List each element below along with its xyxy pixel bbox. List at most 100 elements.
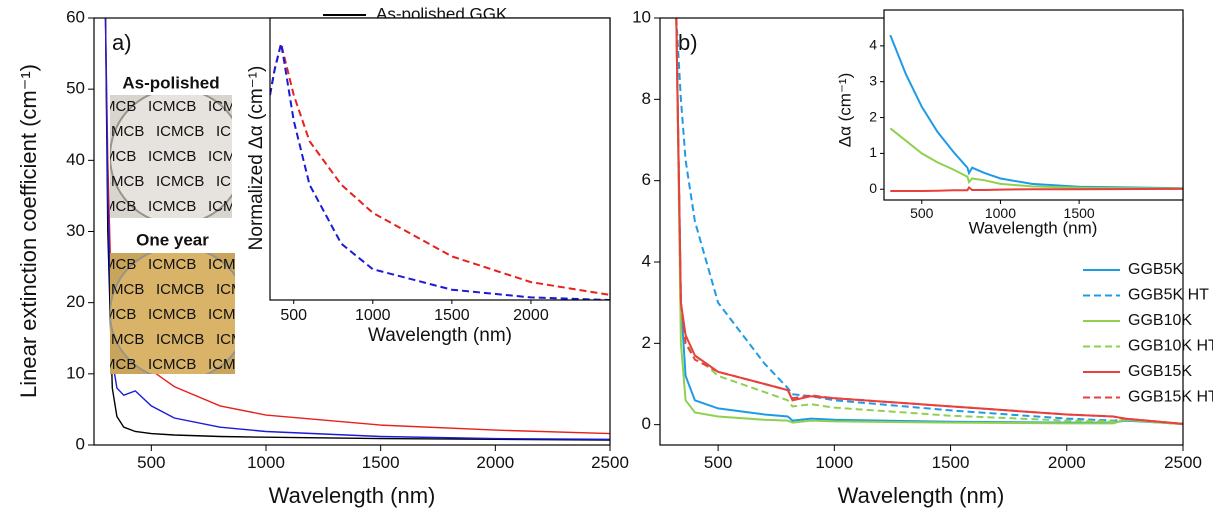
x-tick-label: 1000 <box>247 453 285 472</box>
photo-text: ICMCB <box>148 198 196 215</box>
x-axis-title: Wavelength (nm) <box>269 483 436 508</box>
x-axis-title: Wavelength (nm) <box>838 483 1005 508</box>
x-tick-label: 1500 <box>1064 205 1095 221</box>
photo-text: ICMCB <box>156 173 204 190</box>
legend-label: GGB5K <box>1128 261 1183 278</box>
photo-text: ICMCB <box>88 198 136 215</box>
x-tick-label: 500 <box>280 307 307 324</box>
y-tick-label: 50 <box>66 79 85 98</box>
plot-frame <box>269 17 611 301</box>
photo-caption: As-polished <box>122 73 219 92</box>
y-tick-label: 0 <box>76 434 85 453</box>
y-tick-label: 3 <box>869 72 877 88</box>
panel-label: a) <box>112 30 132 55</box>
photo-text: ICMCB <box>96 331 144 348</box>
y-tick-label: 30 <box>66 221 85 240</box>
x-tick-label: 1000 <box>815 453 853 472</box>
y-tick-label: 4 <box>642 251 651 270</box>
data-line <box>270 43 610 300</box>
photo-text: ICMCB <box>148 148 196 165</box>
photo-text: ICMCB <box>216 173 264 190</box>
photo-text: ICMCB <box>148 98 196 115</box>
y-axis-title: Linear extinction coefficient (cm⁻¹) <box>16 64 41 398</box>
photo-sample <box>110 95 232 218</box>
photo-sample <box>110 253 235 374</box>
series-group <box>675 18 1183 426</box>
data-line <box>675 18 1183 425</box>
y-tick-label: 0 <box>869 180 877 196</box>
photo-text: ICMCB <box>156 281 204 298</box>
y-tick-label: 2 <box>642 333 651 352</box>
plot-frame <box>883 9 1184 201</box>
x-tick-label: 1000 <box>355 307 391 324</box>
series-group <box>270 43 610 300</box>
photo-text: ICMCB <box>208 306 256 323</box>
y-tick-label: 6 <box>642 170 651 189</box>
photo-text: ICMCB <box>88 356 136 373</box>
y-tick-label: 2 <box>869 108 877 124</box>
legend-label: GGB5K HT <box>1128 287 1209 304</box>
photo-caption: One year <box>136 230 209 249</box>
x-tick-label: 1500 <box>434 307 470 324</box>
plot-area <box>270 18 610 300</box>
x-tick-label: 2000 <box>476 453 514 472</box>
legend-label: GGB10K HT <box>1128 338 1213 355</box>
photo-text: ICMCB <box>88 306 136 323</box>
series-group <box>889 34 1183 192</box>
data-line <box>889 34 1183 190</box>
data-line <box>104 18 610 441</box>
photo-text: ICMCB <box>216 281 264 298</box>
x-tick-label: 1000 <box>985 205 1016 221</box>
y-tick-label: 10 <box>632 7 651 26</box>
photo-text: ICMCB <box>88 98 136 115</box>
x-tick-label: 500 <box>910 205 934 221</box>
data-line <box>675 18 1183 425</box>
photo-text: ICMCB <box>208 256 256 273</box>
legend-label: GGB10K <box>1128 312 1192 329</box>
x-tick-label: 2000 <box>513 307 549 324</box>
y-axis-title: Normalized Δα (cm⁻¹) <box>246 66 267 251</box>
photo-text: ICMCB <box>148 256 196 273</box>
photo-text: ICMCB <box>208 198 256 215</box>
y-tick-label: 20 <box>66 292 85 311</box>
photo-text: ICMCB <box>208 148 256 165</box>
panel-label: b) <box>678 30 698 55</box>
y-tick-label: 0 <box>642 414 651 433</box>
y-tick-label: 1 <box>869 144 877 160</box>
photo-text: ICMCB <box>216 331 264 348</box>
y-tick-label: 10 <box>66 363 85 382</box>
x-tick-label: 2000 <box>1048 453 1086 472</box>
photo-text: ICMCB <box>88 256 136 273</box>
x-tick-label: 500 <box>704 453 732 472</box>
photo-text: ICMCB <box>96 123 144 140</box>
data-line <box>270 43 610 296</box>
y-tick-label: 8 <box>642 89 651 108</box>
x-tick-label: 2500 <box>591 453 629 472</box>
data-line <box>675 18 1183 426</box>
x-axis-title: Wavelength (nm) <box>368 325 512 346</box>
x-tick-label: 1500 <box>932 453 970 472</box>
photo-text: ICMCB <box>208 356 256 373</box>
photo-text: ICMCB <box>88 148 136 165</box>
photo-text: ICMCB <box>148 356 196 373</box>
photo-text: ICMCB <box>148 306 196 323</box>
y-axis-title: Δα (cm⁻¹) <box>835 73 854 148</box>
x-tick-label: 500 <box>137 453 165 472</box>
y-tick-label: 60 <box>66 7 85 26</box>
photo-text: ICMCB <box>96 173 144 190</box>
legend-label: GGB15K HT <box>1128 389 1213 406</box>
photo-text: ICMCB <box>156 123 204 140</box>
photo-text: ICMCB <box>208 98 256 115</box>
plot-area <box>884 10 1183 200</box>
photo-text: ICMCB <box>156 331 204 348</box>
x-axis-title: Wavelength (nm) <box>969 218 1098 237</box>
photo-text: ICMCB <box>96 281 144 298</box>
data-line <box>675 18 1183 425</box>
y-tick-label: 4 <box>869 37 877 53</box>
legend-label: GGB15K <box>1128 363 1192 380</box>
y-tick-label: 40 <box>66 150 85 169</box>
